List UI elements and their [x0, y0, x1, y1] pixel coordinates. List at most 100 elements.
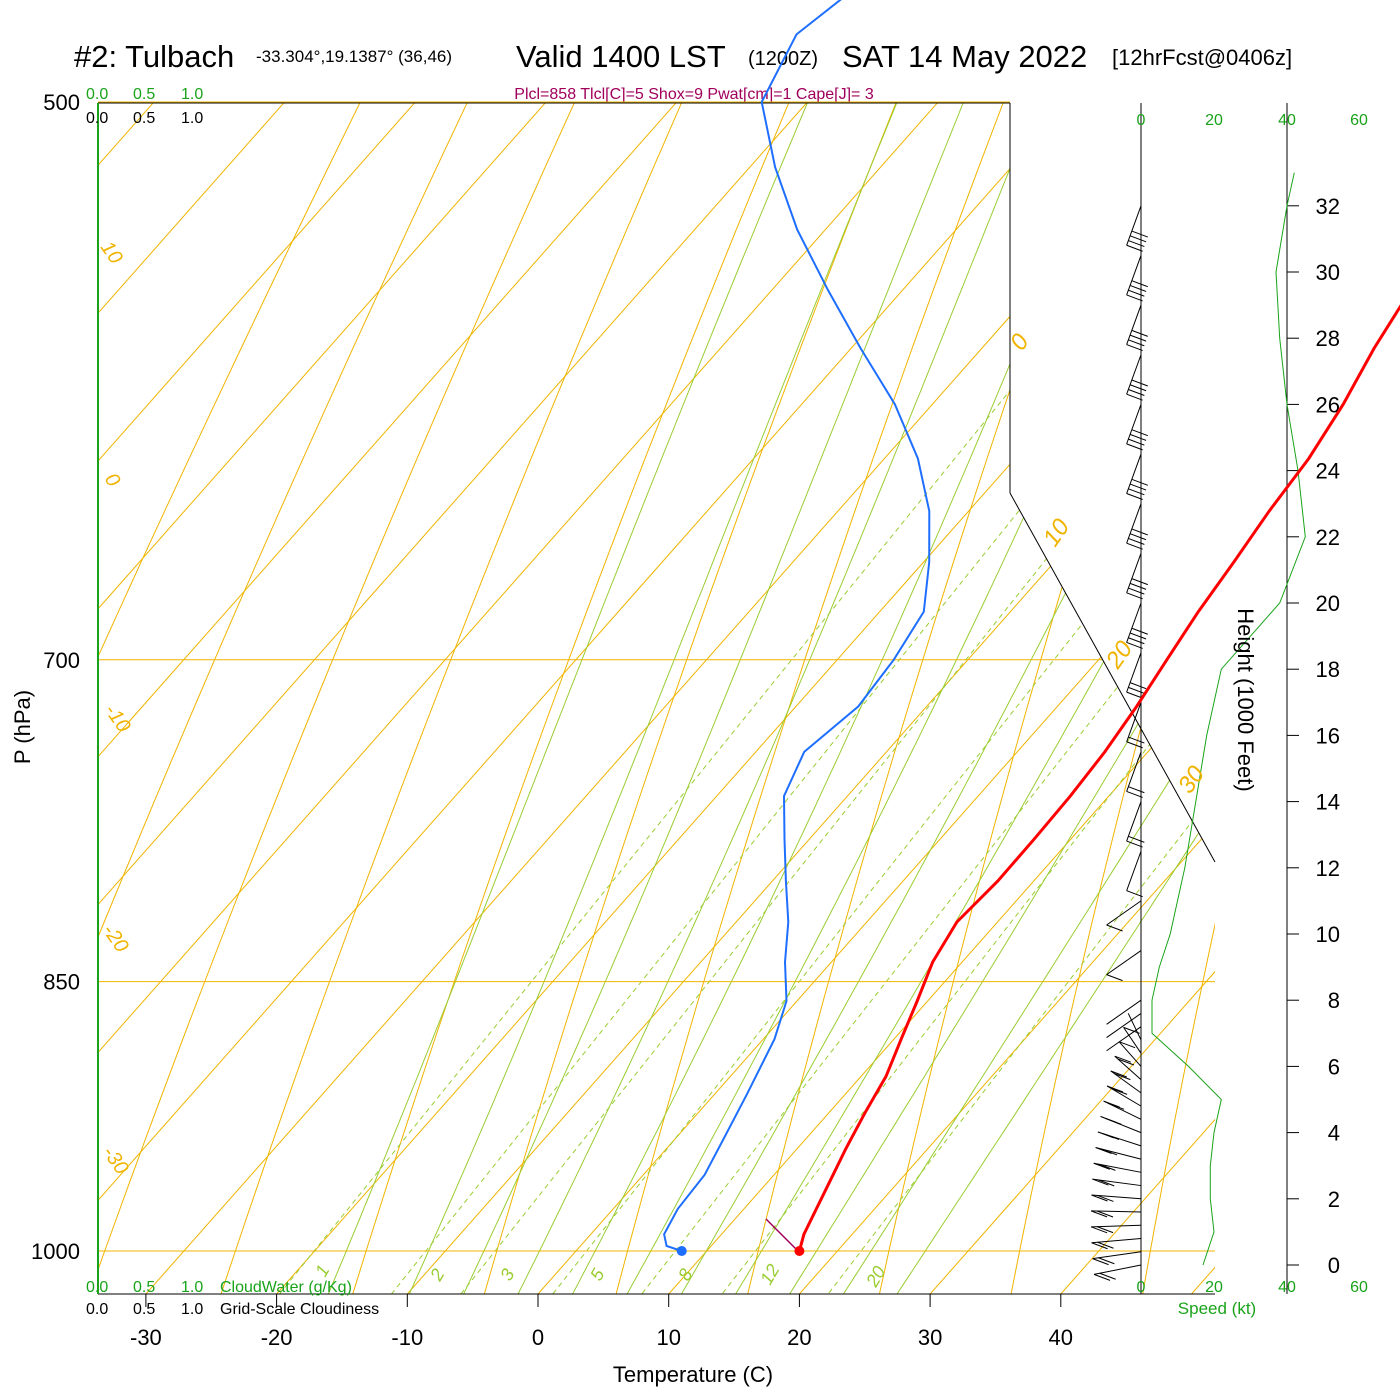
height-tick-label: 18 [1316, 657, 1340, 682]
x-tick-label: 30 [918, 1325, 942, 1350]
wind-barb-flag [1128, 537, 1145, 545]
wind-barb-flag [1106, 974, 1123, 982]
wind-barb-staff [1126, 751, 1142, 792]
x-tick-label: 20 [787, 1325, 811, 1350]
wind-barb-flag [1114, 1055, 1131, 1063]
wind-barb-staff [1093, 1264, 1142, 1275]
surface-dewpoint-dot [676, 1246, 687, 1256]
wind-barb-staff [1106, 999, 1142, 1025]
station-coords: -33.304°,19.1387° (36,46) [256, 47, 452, 66]
forecast-date: SAT 14 May 2022 [842, 39, 1087, 74]
wind-barb-flag [1126, 741, 1143, 749]
height-tick-label: 22 [1316, 525, 1340, 550]
moist-adiabat-line [631, 103, 1215, 1294]
wind-barb-flag [1091, 1194, 1108, 1202]
height-tick-label: 6 [1328, 1054, 1340, 1079]
cloudiness-bottom-1: 1.0 [181, 1301, 203, 1318]
wind-barb-flag [1126, 592, 1143, 600]
wind-barb-flag [1126, 443, 1143, 451]
y-axis-label: P (hPa) [10, 690, 35, 764]
wind-barb-flag [1099, 1272, 1116, 1280]
x-tick-label: 10 [656, 1325, 680, 1350]
cloudiness-bottom-05: 0.5 [133, 1301, 155, 1318]
dry-adiabat-line [98, 103, 1010, 1294]
wind-barb-staff [1127, 1013, 1142, 1041]
adiabat-label-20: 20 [1100, 636, 1138, 675]
height-tick-label: 32 [1316, 194, 1340, 219]
wind-barb-flag [1091, 1242, 1108, 1250]
wind-barb-flag [1128, 240, 1145, 247]
wind-barb-staff [1091, 1194, 1142, 1200]
wind-barb-flag [1128, 488, 1145, 496]
isotherm-labels: 10 0 -10 -20 -30 0 10 20 30 [96, 237, 1211, 1178]
isotherm-line [98, 103, 707, 1294]
wind-barb-staff [1126, 453, 1142, 494]
wind-barbs [1090, 205, 1148, 1281]
wind-barb-flag [1128, 686, 1145, 694]
wind-barb-staff [1091, 1238, 1142, 1244]
wind-barb-flag [1131, 528, 1148, 536]
speed-bottom-20: 20 [1205, 1279, 1223, 1296]
wind-barb-flag [1131, 429, 1148, 437]
isotherm-line [98, 103, 1215, 1294]
isotherm-line [406, 103, 1215, 1294]
frame-diagonal [1009, 492, 1216, 863]
isotherm-line [537, 103, 1215, 1294]
speed-bottom-60: 60 [1350, 1279, 1368, 1296]
mix-label-5: 5 [586, 1264, 609, 1284]
surface-temperature-dot [794, 1246, 805, 1256]
wind-barb-flag [1093, 1162, 1110, 1170]
wind-barb-flag [1092, 1258, 1109, 1266]
mixing-ratio-lines [210, 103, 1215, 1294]
isotherm-line [98, 103, 1215, 1294]
wind-barb-staff [1106, 1013, 1142, 1038]
wind-barb-staff [1114, 1055, 1142, 1081]
wind-barb-staff [1126, 602, 1142, 643]
height-tick-label: 8 [1328, 988, 1340, 1013]
wind-barb-flag [1131, 379, 1148, 387]
dry-adiabat-line [460, 103, 1215, 1294]
speed-scale-bottom: 0 20 40 60 Speed (kt) [1137, 1279, 1368, 1318]
right-axis-label: Height (1000 Feet) [1233, 608, 1258, 791]
mix-label-2: 2 [426, 1265, 449, 1285]
isotherm-line [98, 103, 1215, 1294]
wind-barb-flag [1131, 280, 1148, 288]
adiabat-label-30: 30 [1173, 761, 1211, 799]
forecast-run: [12hrFcst@0406z] [1112, 45, 1292, 70]
moist-adiabat-line [370, 103, 1215, 1294]
wind-barb-flag [1128, 835, 1145, 843]
wind-barb-flag [1129, 582, 1147, 590]
wind-barb-flag [1092, 1178, 1109, 1186]
dry-adiabat-line [326, 103, 1215, 1294]
wind-barb-flag [1129, 334, 1147, 342]
cloudwater-bottom-1: 1.0 [181, 1279, 203, 1296]
wind-barb-flag [1128, 289, 1145, 297]
isotherm-line [98, 103, 838, 1294]
dry-adiabat-line [727, 103, 1215, 1294]
wind-barb-flag [1128, 339, 1145, 347]
wind-barb-flag [1107, 1102, 1125, 1110]
dry-adiabat-line [1396, 0, 1400, 1379]
height-tick-label: 14 [1316, 790, 1340, 815]
wind-barb-flag [1100, 1148, 1118, 1156]
isotherm-line [799, 103, 1215, 1294]
wind-barb-staff [1123, 1027, 1142, 1054]
isotherm-lines [98, 103, 1215, 1294]
wind-barb-staff [1091, 1210, 1142, 1213]
adiabat-label-10: 10 [1038, 514, 1076, 552]
cloud-scale-bottom: 0.0 0.5 1.0 CloudWater (g/Kg) 0.0 0.5 1.… [86, 1279, 379, 1318]
mix-label-1: 1 [311, 1261, 333, 1280]
parcel-segment [765, 1218, 799, 1252]
wind-barb-flag [1126, 790, 1143, 798]
height-tick-label: 20 [1316, 591, 1340, 616]
isotherm-line [98, 103, 1215, 1294]
x-tick-label: -10 [391, 1325, 423, 1350]
moist-adiabat-line [684, 103, 1215, 1294]
pressure-tick-label: 500 [43, 90, 80, 115]
isotherm-line [98, 103, 1215, 1294]
wind-barb-staff [1092, 1178, 1142, 1187]
wind-barb-flag [1131, 230, 1148, 238]
wind-barb-staff [1126, 354, 1142, 395]
pressure-tick-label: 850 [43, 970, 80, 995]
